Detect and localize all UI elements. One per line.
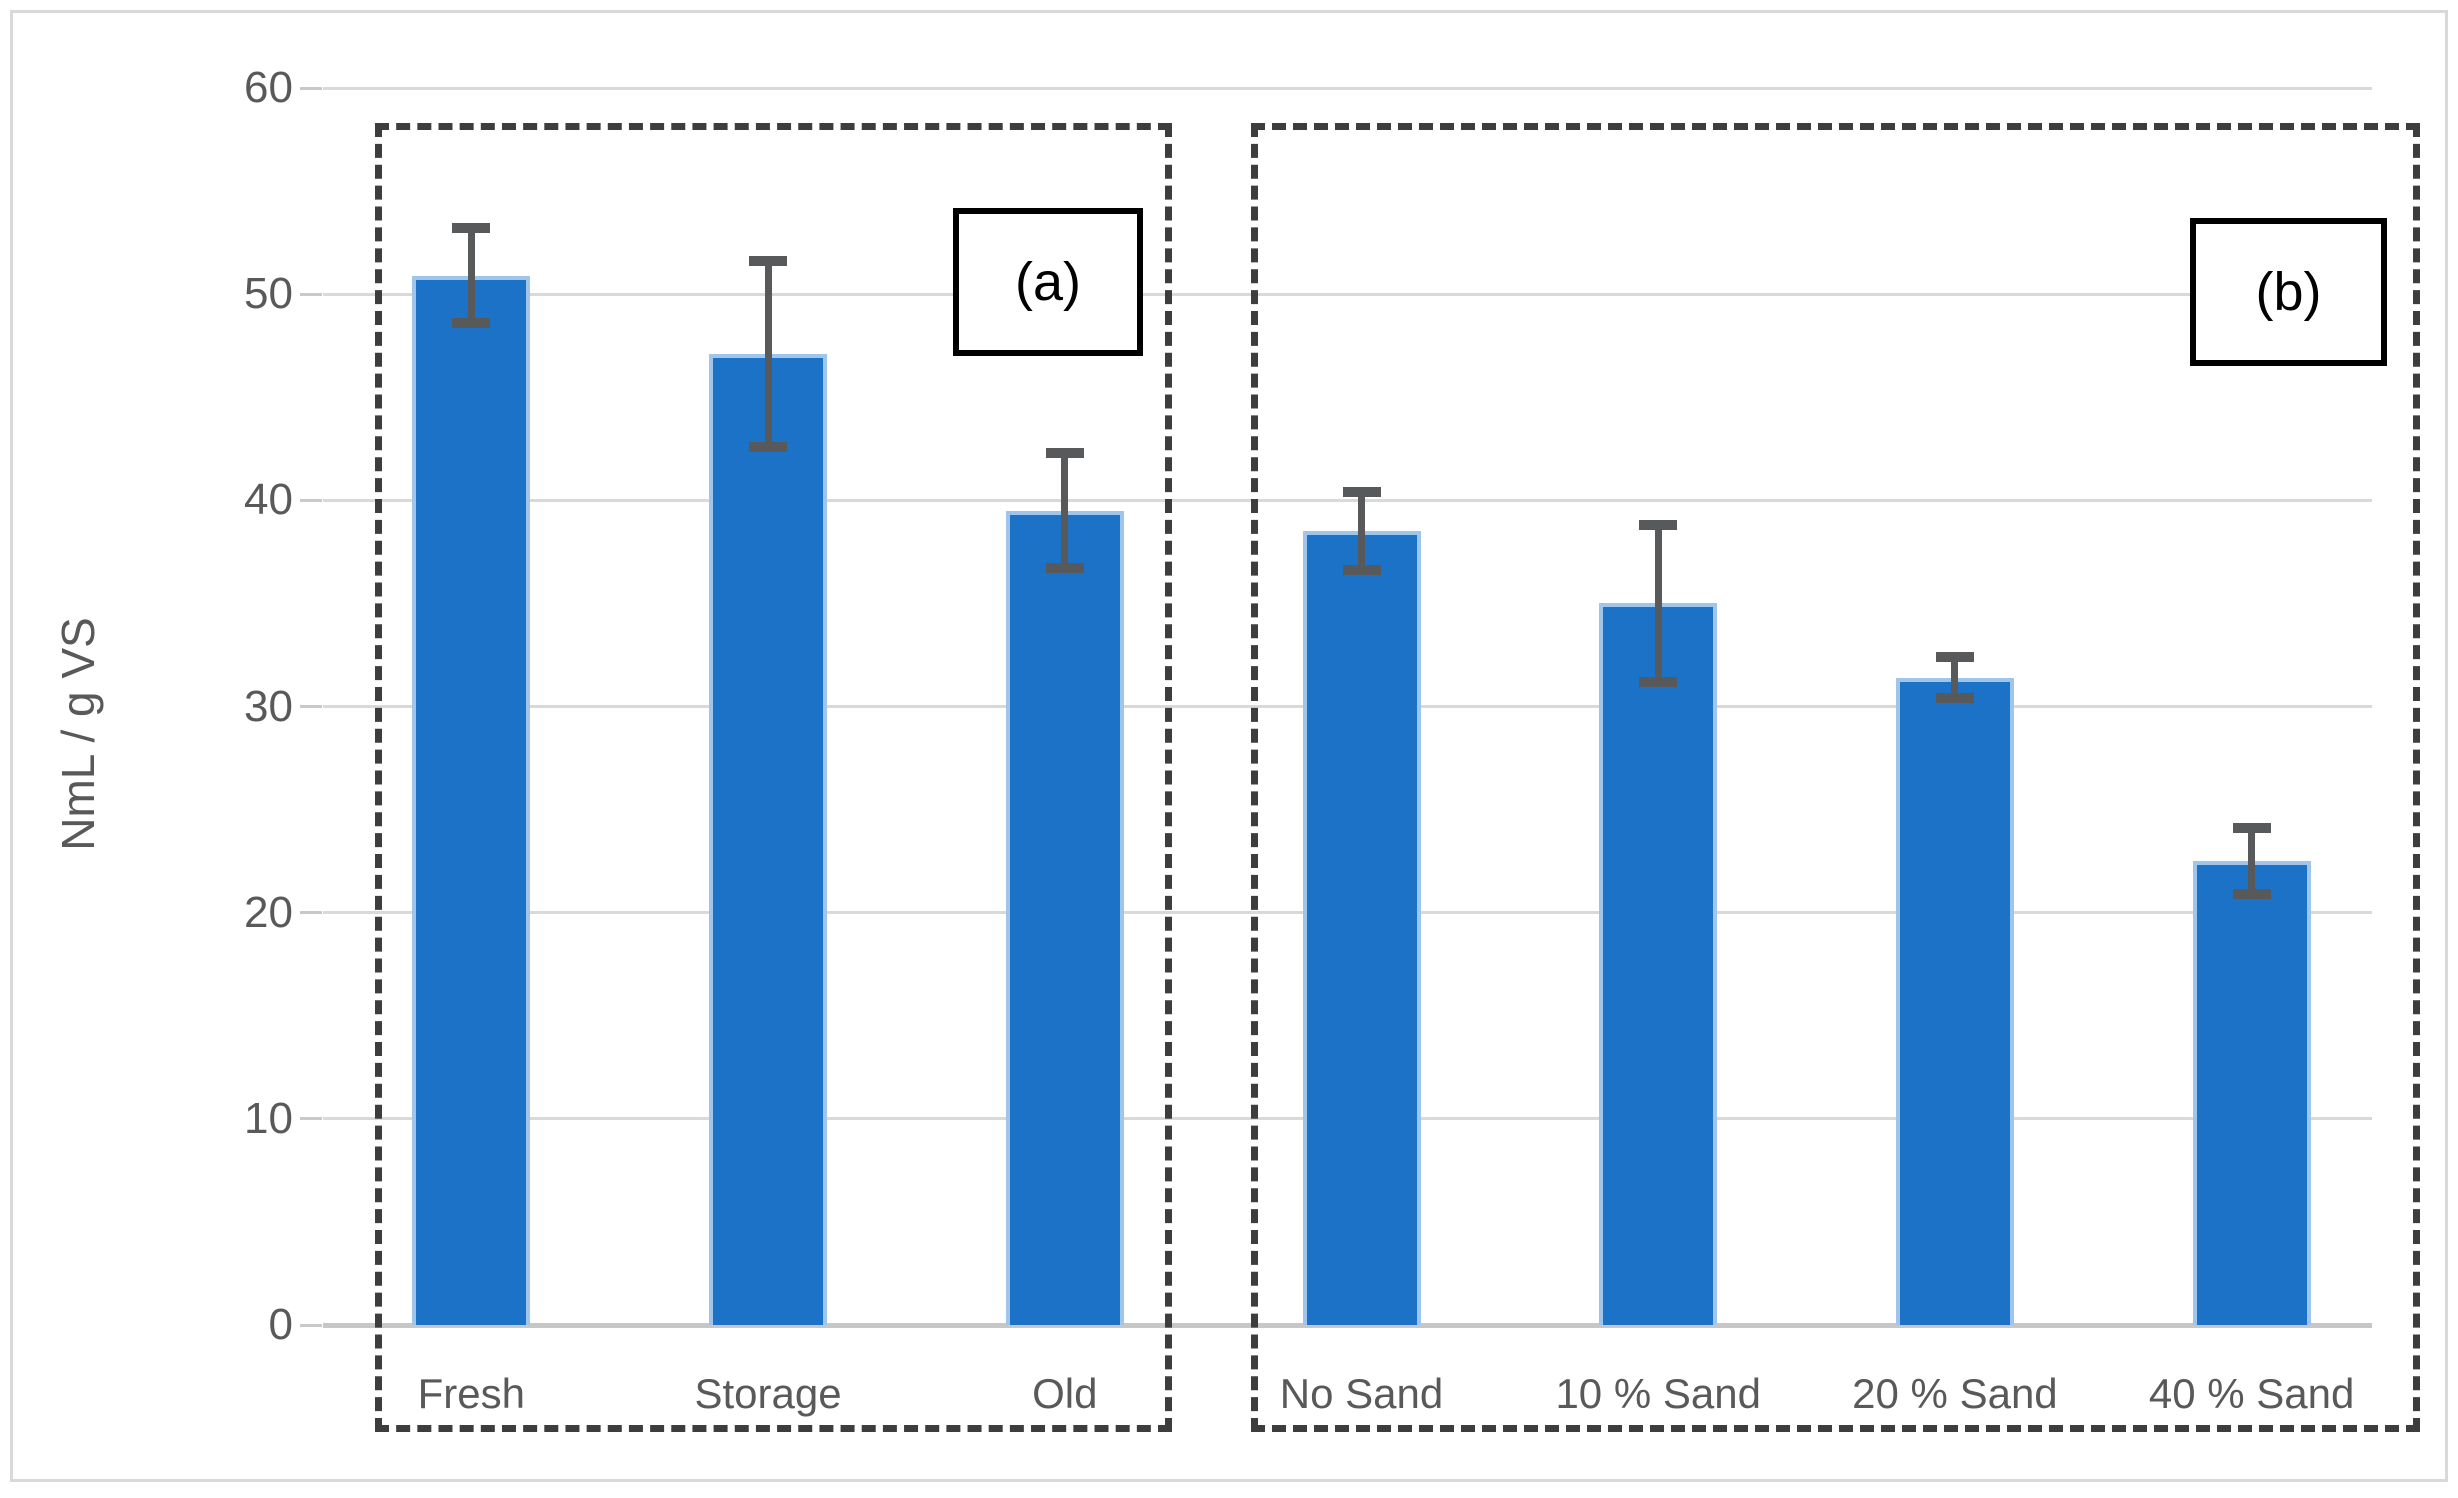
- y-tick-mark-40: [300, 498, 322, 502]
- y-tick-mark-50: [300, 292, 322, 296]
- error-bar-cap-bottom-old: [1045, 563, 1084, 574]
- x-tick-label-storage: Storage: [694, 1370, 842, 1417]
- gridline-50: [323, 292, 2372, 296]
- bar-no-sand: [1302, 531, 1421, 1325]
- y-tick-mark-60: [300, 86, 322, 90]
- bar-10-sand: [1599, 603, 1718, 1325]
- error-bar-10-sand: [1654, 525, 1662, 682]
- x-axis-line: [323, 1322, 2372, 1328]
- y-axis-title: NmL / g VS: [52, 617, 104, 851]
- bar-fresh: [412, 275, 531, 1325]
- bar-40-sand: [2192, 861, 2311, 1325]
- gridline-40: [323, 498, 2372, 502]
- y-tick-label-0: 0: [268, 1300, 293, 1349]
- error-bar-40-sand: [2248, 828, 2256, 895]
- y-tick-mark-30: [300, 705, 322, 708]
- y-tick-label-10: 10: [244, 1093, 293, 1143]
- error-bar-20-sand: [1951, 657, 1959, 699]
- error-bar-cap-top-storage: [749, 256, 788, 267]
- y-tick-mark-0: [300, 1323, 322, 1327]
- group-label-a: (a): [953, 208, 1143, 356]
- y-tick-mark-20: [300, 911, 322, 915]
- group-label-a-text: (a): [1015, 252, 1081, 312]
- error-bar-storage: [764, 261, 772, 447]
- error-bar-cap-top-old: [1045, 447, 1084, 458]
- bar-storage: [709, 353, 828, 1325]
- error-bar-cap-bottom-fresh: [452, 318, 491, 329]
- y-tick-label-60: 60: [244, 63, 293, 112]
- x-tick-label-20-sand: 20 % Sand: [1852, 1370, 2058, 1417]
- y-tick-label-30: 30: [244, 681, 293, 731]
- x-tick-label-old: Old: [1032, 1370, 1098, 1417]
- error-bar-fresh: [467, 228, 475, 324]
- error-bar-cap-bottom-no-sand: [1342, 565, 1381, 576]
- y-tick-label-40: 40: [244, 475, 293, 525]
- bar-20-sand: [1895, 677, 2014, 1325]
- y-tick-label-20: 20: [244, 887, 293, 937]
- error-bar-no-sand: [1358, 492, 1365, 571]
- y-tick-mark-10: [300, 1117, 322, 1121]
- gridline-60: [323, 86, 2372, 90]
- group-box-b: [1251, 123, 2420, 1432]
- error-bar-cap-bottom-40-sand: [2232, 889, 2271, 900]
- error-bar-cap-bottom-20-sand: [1935, 693, 1974, 704]
- error-bar-cap-top-20-sand: [1935, 652, 1974, 663]
- error-bar-cap-bottom-10-sand: [1639, 676, 1678, 687]
- error-bar-cap-top-40-sand: [2232, 823, 2271, 834]
- group-label-b-text: (b): [2255, 262, 2322, 322]
- error-bar-cap-top-10-sand: [1639, 520, 1678, 531]
- error-bar-cap-bottom-storage: [749, 441, 788, 452]
- group-box-a: [375, 123, 1172, 1432]
- group-label-b: (b): [2190, 218, 2387, 366]
- x-tick-label-fresh: Fresh: [417, 1370, 526, 1417]
- x-tick-label-40-sand: 40 % Sand: [2148, 1370, 2355, 1417]
- x-tick-label-no-sand: No Sand: [1279, 1370, 1444, 1417]
- y-tick-label-50: 50: [244, 269, 293, 319]
- error-bar-cap-top-no-sand: [1342, 487, 1381, 498]
- error-bar-cap-top-fresh: [452, 223, 491, 234]
- bar-old: [1005, 510, 1124, 1325]
- x-tick-label-10-sand: 10 % Sand: [1555, 1370, 1761, 1417]
- error-bar-old: [1061, 452, 1069, 569]
